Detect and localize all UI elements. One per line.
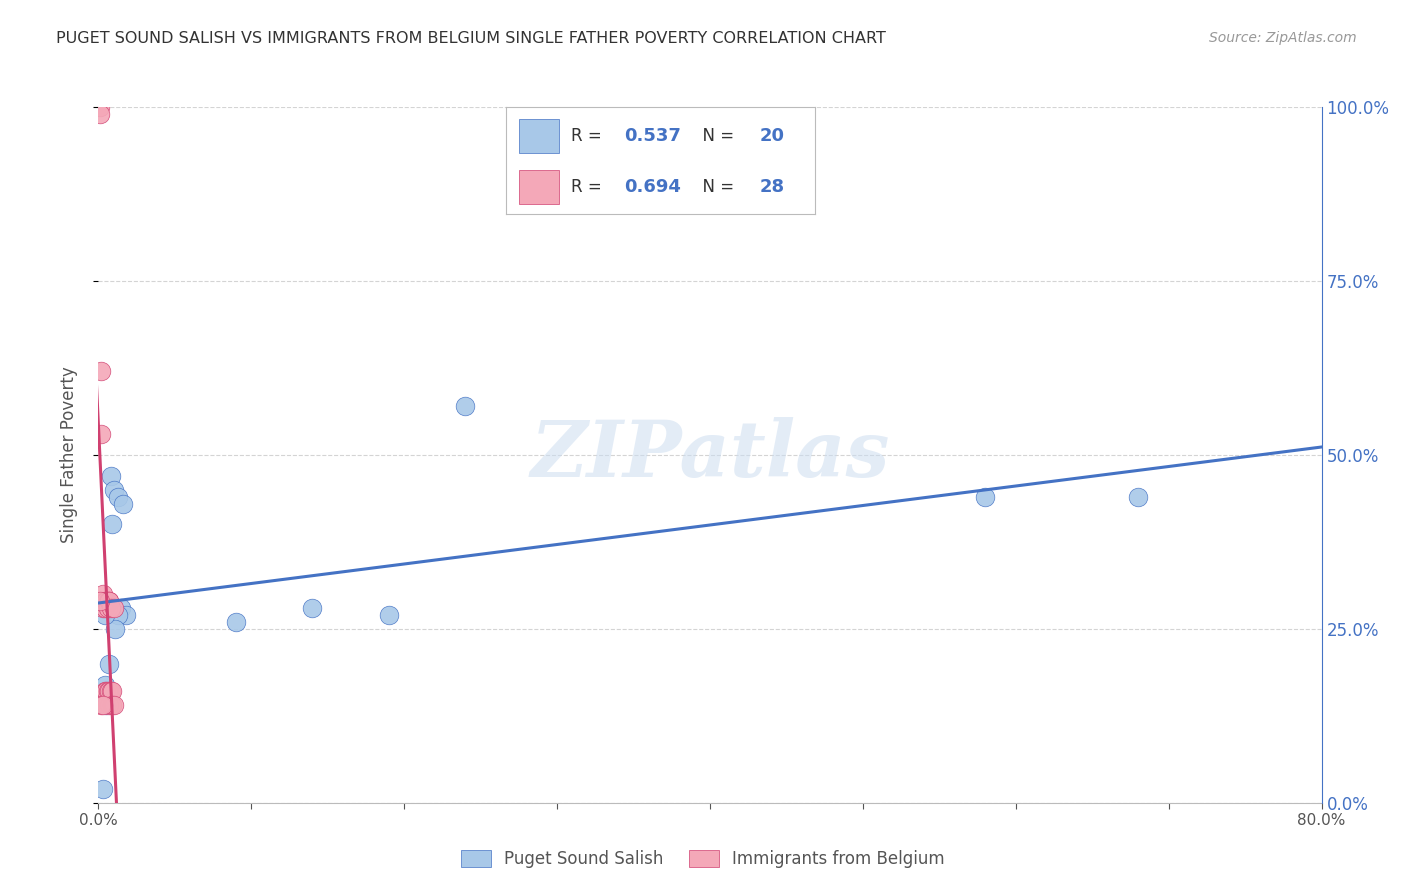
Point	[93, 594, 115, 608]
Point	[974, 490, 997, 504]
Point	[89, 100, 111, 114]
Point	[90, 698, 112, 713]
Point	[103, 483, 125, 497]
Point	[97, 601, 120, 615]
Text: 20: 20	[759, 127, 785, 145]
Point	[101, 698, 124, 713]
Text: N =: N =	[692, 127, 740, 145]
Point	[454, 399, 477, 413]
Point	[103, 601, 125, 615]
Text: R =: R =	[571, 127, 607, 145]
Point	[97, 594, 120, 608]
Point	[107, 490, 129, 504]
Point	[90, 427, 112, 442]
Point	[98, 698, 121, 713]
Point	[1128, 490, 1150, 504]
Point	[98, 594, 121, 608]
Point	[103, 698, 125, 713]
Point	[98, 657, 121, 671]
Point	[93, 677, 115, 691]
Text: 0.537: 0.537	[624, 127, 681, 145]
Point	[225, 615, 247, 629]
Point	[93, 601, 115, 615]
Point	[91, 587, 114, 601]
Point	[101, 684, 124, 698]
Point	[100, 468, 122, 483]
Point	[101, 517, 124, 532]
FancyBboxPatch shape	[519, 170, 558, 204]
Point	[91, 698, 114, 713]
Text: Source: ZipAtlas.com: Source: ZipAtlas.com	[1209, 31, 1357, 45]
Point	[89, 107, 111, 121]
Text: ZIPatlas: ZIPatlas	[530, 417, 890, 493]
Point	[97, 684, 120, 698]
Point	[98, 594, 121, 608]
Y-axis label: Single Father Poverty: Single Father Poverty	[59, 367, 77, 543]
Point	[94, 684, 117, 698]
Point	[378, 607, 401, 622]
Point	[93, 684, 115, 698]
Text: R =: R =	[571, 178, 607, 196]
Point	[90, 364, 112, 378]
Point	[100, 601, 122, 615]
Point	[94, 594, 117, 608]
Point	[111, 497, 134, 511]
Point	[104, 622, 127, 636]
Point	[94, 594, 117, 608]
Point	[115, 607, 138, 622]
Text: 0.694: 0.694	[624, 178, 681, 196]
Point	[110, 601, 132, 615]
Point	[89, 594, 111, 608]
Point	[98, 684, 121, 698]
Point	[91, 781, 114, 796]
Point	[93, 607, 115, 622]
Legend: Puget Sound Salish, Immigrants from Belgium: Puget Sound Salish, Immigrants from Belg…	[454, 843, 952, 875]
Text: PUGET SOUND SALISH VS IMMIGRANTS FROM BELGIUM SINGLE FATHER POVERTY CORRELATION : PUGET SOUND SALISH VS IMMIGRANTS FROM BE…	[56, 31, 886, 46]
FancyBboxPatch shape	[519, 119, 558, 153]
Point	[100, 684, 122, 698]
Text: 28: 28	[759, 178, 785, 196]
Point	[301, 601, 323, 615]
Point	[91, 601, 114, 615]
Point	[107, 607, 129, 622]
Point	[94, 698, 117, 713]
Text: N =: N =	[692, 178, 740, 196]
